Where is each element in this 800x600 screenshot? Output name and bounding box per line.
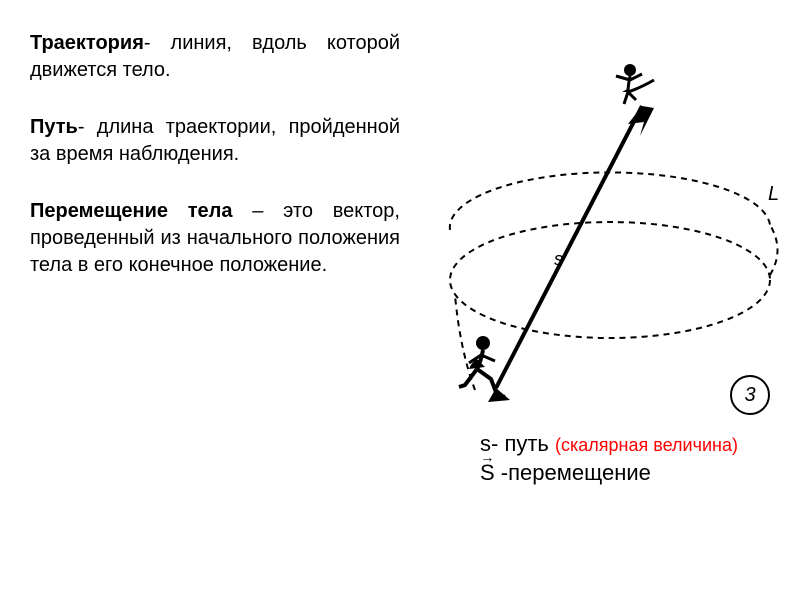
trajectory-ellipse-lower: [450, 222, 770, 338]
skater-top-icon: [616, 64, 654, 104]
displacement-arrow-shaft: [496, 106, 642, 388]
term: Путь: [30, 116, 78, 138]
term: Траектория: [30, 32, 144, 54]
caption-line-path: s- путь (скалярная величина): [480, 430, 738, 459]
caption-line-displacement: → S -перемещение: [480, 459, 738, 488]
figure-column: L s 3 s- п: [420, 30, 780, 580]
caption-s-paren: (скалярная величина): [555, 435, 738, 455]
sep: -: [144, 32, 171, 54]
definition-displacement: Перемещение тела – это вектор, проведенн…: [30, 198, 400, 279]
displacement-arrow-head: [628, 106, 654, 136]
definition-trajectory: Траектория- линия, вдоль которой движетс…: [30, 30, 400, 84]
label-L: L: [768, 183, 779, 205]
definition-path: Путь- длина траектории, пройденной за вр…: [30, 114, 400, 168]
trajectory-diagram: L s: [420, 30, 800, 430]
caption-disp-text: -перемещение: [495, 460, 651, 485]
trajectory-spiral-connector: [770, 225, 778, 275]
sep: -: [78, 116, 97, 138]
vector-arrow-overline: →: [480, 455, 495, 459]
vector-s-symbol: → S: [480, 459, 495, 488]
figure-number: 3: [744, 384, 755, 407]
definitions-column: Траектория- линия, вдоль которой движетс…: [30, 30, 420, 580]
figure-number-badge: 3: [730, 375, 770, 415]
term: Перемещение тела: [30, 200, 233, 222]
label-s: s: [554, 249, 563, 269]
figure-caption: s- путь (скалярная величина) → S -переме…: [480, 430, 738, 487]
sep: –: [233, 200, 284, 222]
